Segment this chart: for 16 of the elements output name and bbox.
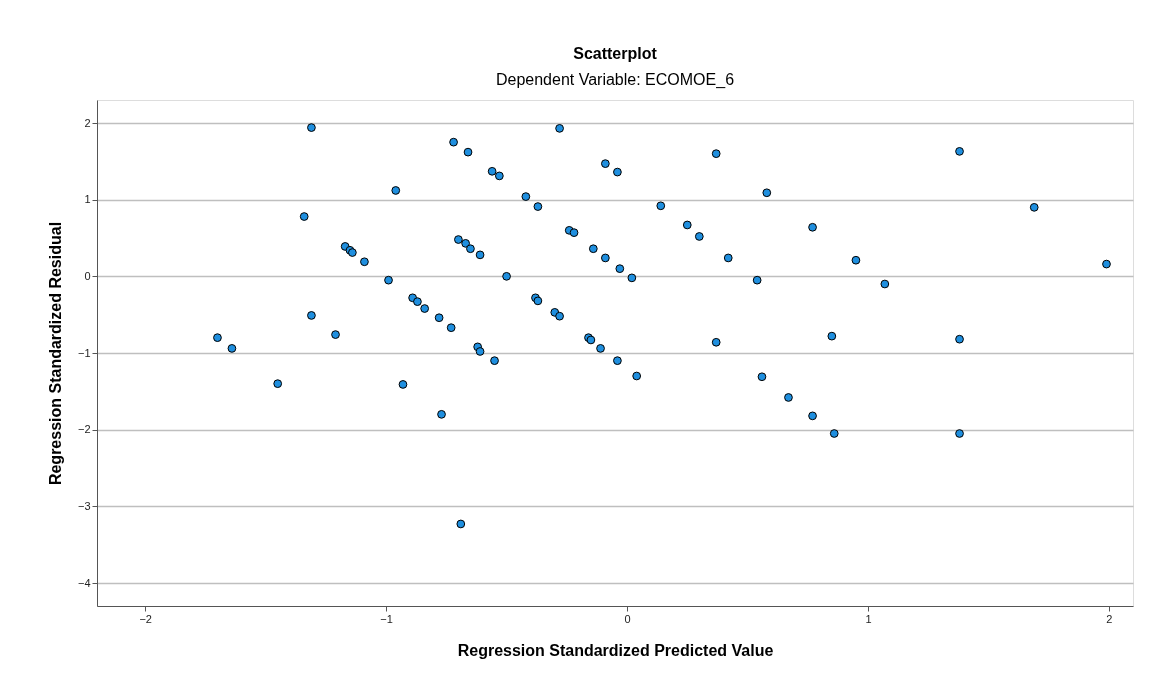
chart-title: Scatterplot	[573, 45, 658, 62]
y-tick-label: −2	[77, 423, 91, 436]
x-tick-label: −1	[380, 612, 393, 625]
y-tick-label: −1	[77, 346, 91, 359]
y-tick-label: 2	[84, 116, 91, 129]
chart-subtitle: Dependent Variable: ECOMOE_6	[495, 71, 735, 89]
x-tick-label: 0	[624, 612, 631, 625]
y-axis-title: Regression Standardized Residual	[46, 221, 64, 486]
y-tick-label: −4	[77, 576, 91, 589]
y-tick-label: 0	[84, 269, 91, 282]
x-tick-label: 2	[1106, 612, 1113, 625]
y-tick-label: −3	[77, 499, 91, 512]
x-axis-title: Regression Standardized Predicted Value	[457, 641, 774, 659]
x-tick-label: 1	[865, 612, 872, 625]
x-tick-label: −2	[139, 612, 152, 625]
y-tick-label: 1	[84, 193, 91, 206]
